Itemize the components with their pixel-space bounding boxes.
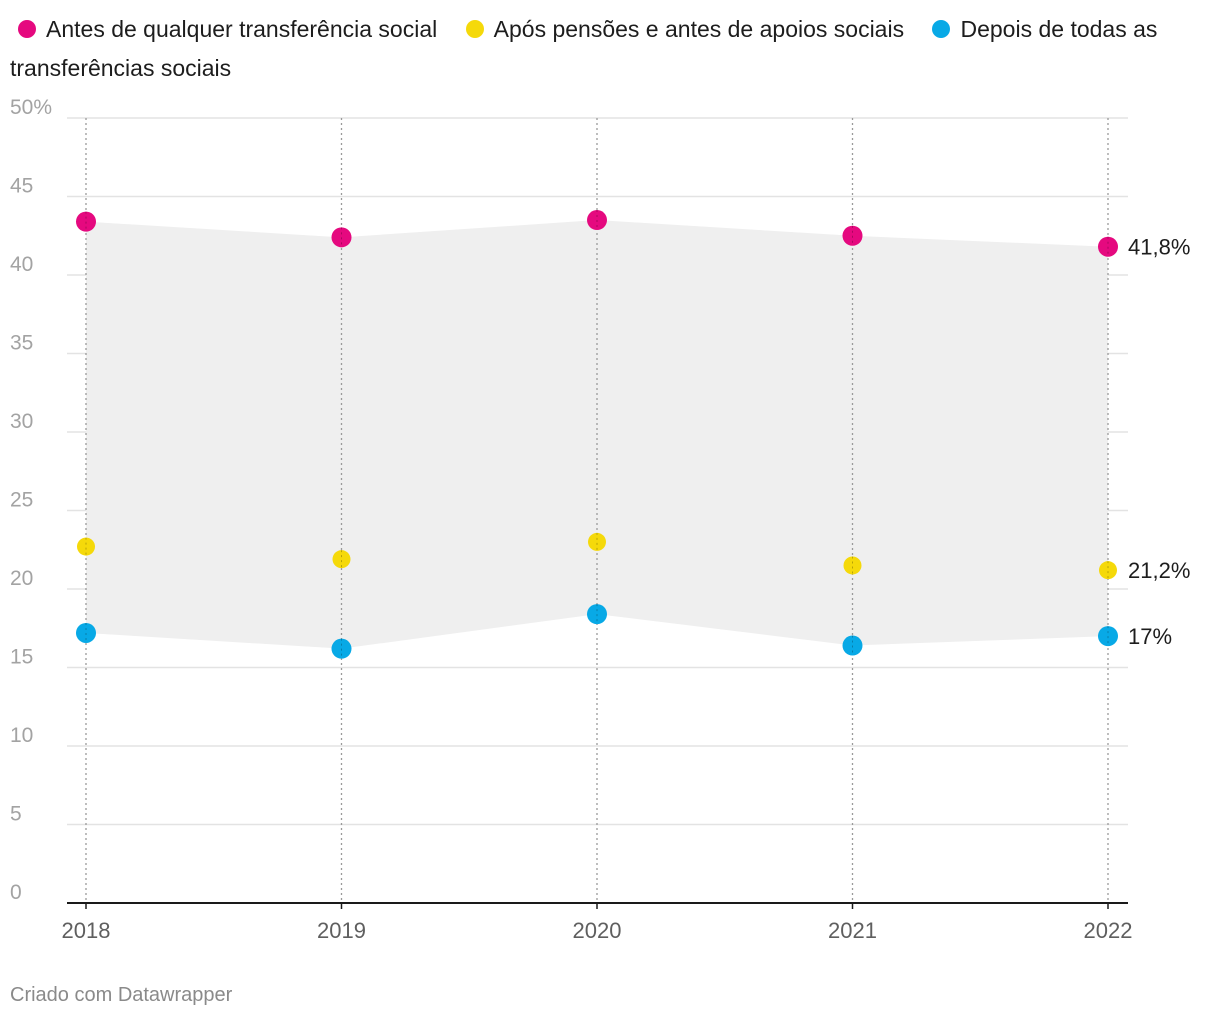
data-point: [76, 211, 96, 232]
y-tick-label: 35: [10, 332, 33, 355]
y-tick-label: 25: [10, 489, 33, 512]
data-point: [587, 210, 607, 231]
end-value-label: 21,2%: [1128, 558, 1190, 583]
data-point: [842, 225, 863, 246]
data-point: [1098, 626, 1118, 647]
y-tick-label: 40: [10, 253, 33, 276]
y-tick-label: 15: [10, 646, 33, 669]
y-tick-label: 10: [10, 724, 33, 747]
legend-label: Depois de todas as transferências sociai…: [10, 16, 1158, 81]
data-point: [331, 638, 352, 659]
y-tick-label: 30: [10, 410, 33, 433]
y-tick-label: 5: [10, 803, 22, 826]
x-tick-label: 2018: [62, 918, 111, 943]
y-tick-label: 20: [10, 567, 33, 590]
legend-label: Antes de qualquer transferência social: [46, 16, 438, 42]
data-point: [842, 635, 863, 656]
data-point: [331, 227, 352, 248]
data-point: [1098, 236, 1118, 257]
legend: Antes de qualquer transferência social A…: [10, 10, 1215, 88]
legend-dot-blue: [932, 20, 951, 38]
y-tick-label: 45: [10, 175, 33, 198]
x-tick-label: 2022: [1084, 918, 1133, 943]
data-point: [588, 532, 606, 551]
x-tick-label: 2020: [573, 918, 622, 943]
legend-item-after-pensions: Após pensões e antes de apoios sociais: [458, 16, 904, 42]
y-tick-label: 50%: [10, 96, 52, 119]
y-tick-label: 0: [10, 881, 22, 904]
end-value-label: 17%: [1128, 624, 1172, 649]
legend-dot-yellow: [465, 20, 484, 38]
x-tick-label: 2019: [317, 918, 366, 943]
footer-credit: Criado com Datawrapper: [10, 984, 233, 1006]
data-point: [76, 622, 96, 643]
data-point: [332, 550, 351, 569]
x-tick-label: 2021: [828, 918, 877, 943]
legend-label: Após pensões e antes de apoios sociais: [493, 16, 905, 42]
data-point: [1099, 561, 1117, 580]
legend-item-before-transfers: Antes de qualquer transferência social: [10, 16, 437, 42]
end-value-label: 41,8%: [1128, 235, 1190, 260]
legend-dot-magenta: [18, 20, 36, 38]
data-point: [587, 604, 607, 625]
data-point: [843, 556, 862, 575]
legend-item-after-all-transfers: Depois de todas as transferências sociai…: [10, 16, 1157, 81]
data-point: [77, 537, 95, 556]
